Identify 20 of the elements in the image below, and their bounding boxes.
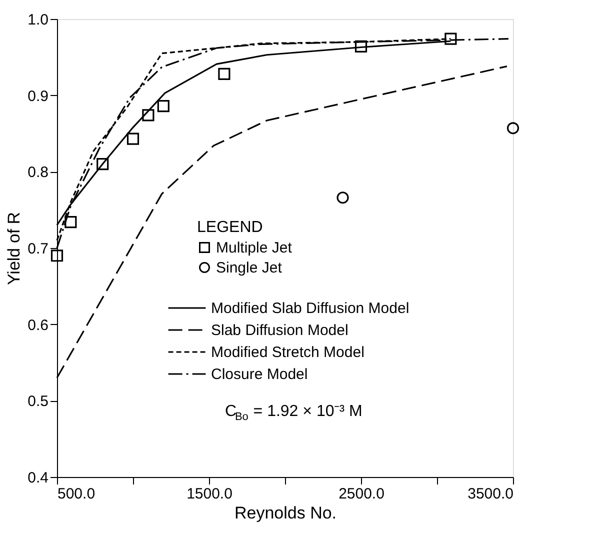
x-tick-label: 3500.0 [468, 486, 514, 502]
legend-label: Modified Slab Diffusion Model [211, 300, 410, 317]
y-tick-label: 0.9 [28, 88, 48, 105]
legend-label: Modified Stretch Model [211, 344, 364, 361]
y-tick-label: 0.7 [28, 240, 48, 258]
legend-label: Slab Diffusion Model [211, 322, 348, 339]
y-axis-title: Yield of R [4, 212, 24, 286]
y-tick-label: 1.0 [28, 12, 48, 28]
y-tick-label: 0.6 [28, 316, 48, 334]
legend-label: Closure Model [211, 366, 308, 383]
x-tick-label: 500.0 [58, 486, 96, 502]
legend-title: LEGEND [197, 219, 263, 236]
x-tick-label: 2500.0 [338, 486, 384, 502]
y-tick-label: 0.5 [28, 393, 48, 410]
y-tick-label: 0.4 [28, 470, 48, 486]
x-tick-label: 1500.0 [186, 486, 232, 502]
y-tick-label: 0.8 [28, 164, 48, 182]
x-axis-title: Reynolds No. [234, 504, 337, 522]
legend-label: Single Jet [216, 260, 283, 276]
legend-label: Multiple Jet [216, 240, 293, 256]
